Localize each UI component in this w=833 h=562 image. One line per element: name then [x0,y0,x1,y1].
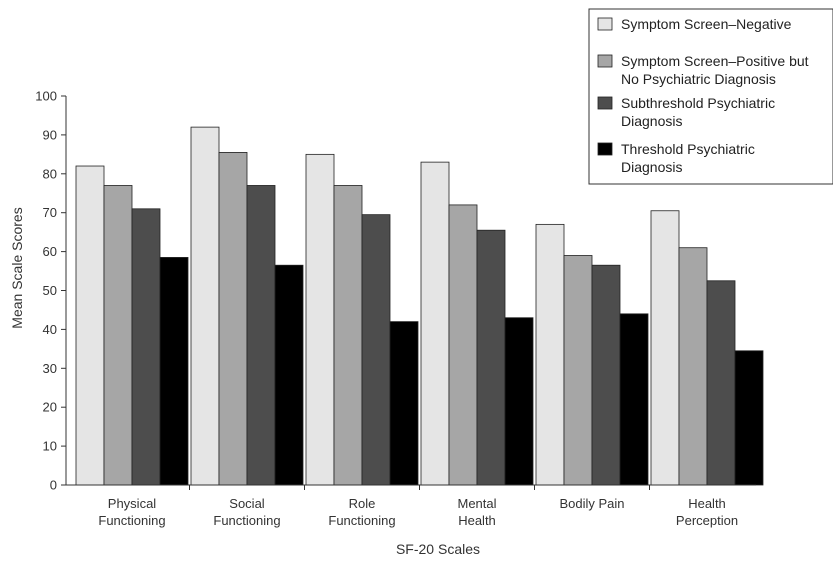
y-tick-label: 20 [43,400,57,415]
bar [274,264,304,486]
legend-label: Diagnosis [621,113,682,129]
x-axis: Physical Functioning Social Functioning Role… [66,484,756,528]
y-tick-label: 100 [35,89,57,104]
bar [706,280,736,486]
bar [305,153,335,486]
y-tick-label: 70 [43,205,57,220]
bar [591,264,621,486]
bar [448,204,478,486]
bar [420,161,450,486]
bar [504,317,534,486]
legend-label: Threshold Psychiatric [621,141,755,157]
y-tick-label: 80 [43,166,57,181]
bar [650,210,680,486]
bar [389,321,419,486]
y-tick-label: 10 [43,439,57,454]
bar [535,223,565,486]
x-tick-label: Mental [457,496,496,511]
y-tick-label: 0 [50,478,57,493]
legend-label: Subthreshold Psychiatric [621,95,775,111]
bar [218,152,248,486]
legend-label: Symptom Screen–Negative [621,16,792,32]
legend: Symptom Screen–Negative Symptom Screen–Po… [588,8,833,185]
legend-swatch [597,96,613,110]
y-tick-label: 60 [43,244,57,259]
legend-label: Diagnosis [621,159,682,175]
legend-box [588,8,833,185]
bar [103,185,133,486]
x-tick-label: Role [349,496,376,511]
x-tick-label: Functioning [328,513,395,528]
bar [361,214,391,486]
y-tick-label: 30 [43,361,57,376]
x-tick-label: Social [229,496,265,511]
bar [131,208,161,486]
legend-swatch [597,142,613,156]
legend-swatch [597,17,613,31]
x-tick-label: Physical [108,496,157,511]
bar [619,313,649,486]
x-tick-label: Functioning [98,513,165,528]
bars [75,126,764,486]
y-tick-label: 50 [43,283,57,298]
bar [678,247,708,486]
x-tick-label: Health [688,496,726,511]
x-tick-label: Functioning [213,513,280,528]
x-tick-label: Bodily Pain [559,496,624,511]
legend-swatch [597,54,613,68]
bar [190,126,220,486]
bar [333,185,363,486]
y-tick-label: 40 [43,322,57,337]
y-tick-label: 90 [43,127,57,142]
legend-label: Symptom Screen–Positive but [621,53,809,69]
bar [246,185,276,486]
y-axis: 0 10 20 30 40 50 60 70 80 90 100 [35,89,67,493]
bar [75,165,105,486]
bar [476,229,506,486]
x-axis-title: SF-20 Scales [396,541,480,557]
x-tick-label: Health [458,513,496,528]
bar [734,350,764,486]
x-tick-label: Perception [676,513,738,528]
y-axis-title: Mean Scale Scores [9,207,25,328]
legend-label: No Psychiatric Diagnosis [621,71,776,87]
bar [563,255,593,486]
bar [159,257,189,486]
